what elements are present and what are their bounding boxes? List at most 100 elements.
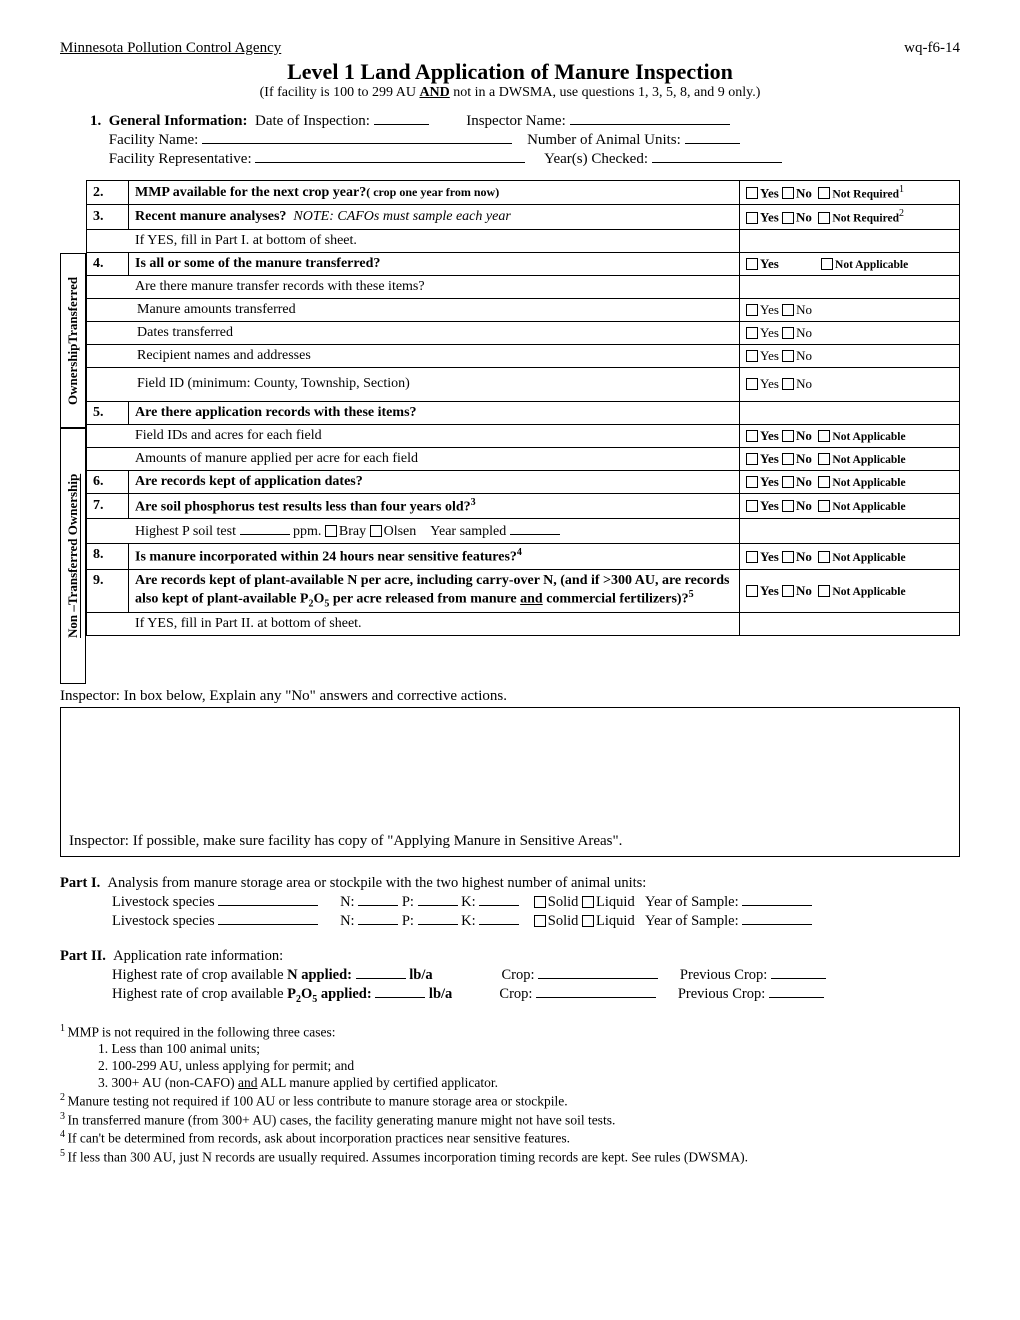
p1-species1: Livestock species: [112, 894, 215, 910]
q5b-na-cb[interactable]: [818, 453, 830, 465]
q7a-olsen: Olsen: [384, 524, 417, 539]
part1-label: Part I.: [60, 875, 100, 891]
p1-p1-f[interactable]: [418, 892, 458, 906]
q3-nr: Not Required: [832, 213, 899, 225]
fn3: In transferred manure (from 300+ AU) cas…: [68, 1112, 616, 1127]
fn1: MMP is not required in the following thr…: [68, 1024, 336, 1039]
q5b-yes-cb[interactable]: [746, 453, 758, 465]
q3-num: 3.: [87, 205, 129, 229]
q4c-yes-cb[interactable]: [746, 327, 758, 339]
q7-sup: 3: [471, 497, 476, 508]
fn1-sup: 1: [60, 1023, 68, 1034]
q6-na-cb[interactable]: [818, 476, 830, 488]
q3-no-cb[interactable]: [782, 212, 794, 224]
q9-na: Not Applicable: [832, 586, 905, 598]
q7a-pfield[interactable]: [240, 522, 290, 535]
q5b-no: No: [796, 451, 812, 466]
p1-solid1-cb[interactable]: [534, 896, 546, 908]
q4b-yes-cb[interactable]: [746, 304, 758, 316]
p2-crop2-f[interactable]: [536, 984, 656, 998]
au-field[interactable]: [685, 130, 740, 144]
p1-k2-f[interactable]: [479, 911, 519, 925]
p1-p1: P:: [402, 894, 414, 910]
q8-na-cb[interactable]: [818, 551, 830, 563]
p1-yos1-f[interactable]: [742, 892, 812, 906]
row-q6: 6.Are records kept of application dates?…: [87, 470, 960, 493]
q3-text: Recent manure analyses?: [135, 209, 286, 224]
facility-field[interactable]: [202, 130, 512, 144]
q4b-no-cb[interactable]: [782, 304, 794, 316]
q5a-no-cb[interactable]: [782, 430, 794, 442]
row-q4e: Field ID (minimum: County, Township, Sec…: [87, 367, 960, 401]
q3-yes-cb[interactable]: [746, 212, 758, 224]
q9-yes-cb[interactable]: [746, 585, 758, 597]
p1-solid2-cb[interactable]: [534, 915, 546, 927]
rep-label: Facility Representative:: [109, 151, 252, 167]
q7a-bray: Bray: [339, 524, 366, 539]
page-title: Level 1 Land Application of Manure Inspe…: [60, 59, 960, 85]
q2-no-cb[interactable]: [782, 187, 794, 199]
q8-no-cb[interactable]: [782, 551, 794, 563]
q7-yes-cb[interactable]: [746, 500, 758, 512]
q3-sup: 2: [899, 208, 904, 219]
rep-field[interactable]: [255, 149, 525, 163]
q9-na-cb[interactable]: [818, 585, 830, 597]
date-field[interactable]: [374, 111, 429, 125]
q8-yes-cb[interactable]: [746, 551, 758, 563]
q5a-no: No: [796, 428, 812, 443]
q4e-yes-cb[interactable]: [746, 378, 758, 390]
q4d-no-cb[interactable]: [782, 350, 794, 362]
p1-p2-f[interactable]: [418, 911, 458, 925]
q7-na-cb[interactable]: [818, 500, 830, 512]
subtitle: (If facility is 100 to 299 AU AND not in…: [60, 85, 960, 101]
p1-yos2-f[interactable]: [742, 911, 812, 925]
q4-yes-cb[interactable]: [746, 258, 758, 270]
q2-paren: ( crop one year from now): [366, 185, 499, 199]
subtitle-and: AND: [419, 85, 449, 100]
q7a-bray-cb[interactable]: [325, 525, 337, 537]
q4e-no: No: [796, 376, 812, 391]
q4e-no-cb[interactable]: [782, 378, 794, 390]
q4c-no: No: [796, 325, 812, 340]
q9-no-cb[interactable]: [782, 585, 794, 597]
p2-n-f[interactable]: [356, 966, 406, 979]
q7a-ysfield[interactable]: [510, 522, 560, 535]
p2-crop1-f[interactable]: [538, 965, 658, 979]
q4d-yes-cb[interactable]: [746, 350, 758, 362]
inspector-field[interactable]: [570, 111, 730, 125]
q4e-text: Field ID (minimum: County, Township, Sec…: [87, 367, 740, 401]
q8-text: Is manure incorporated within 24 hours n…: [135, 550, 517, 565]
date-label: Date of Inspection:: [255, 113, 370, 129]
row-q5b: Amounts of manure applied per acre for e…: [87, 447, 960, 470]
q7a-olsen-cb[interactable]: [370, 525, 382, 537]
q7-no-cb[interactable]: [782, 500, 794, 512]
q3-nr-cb[interactable]: [818, 212, 830, 224]
q2-nr-cb[interactable]: [818, 187, 830, 199]
q5b-yes: Yes: [760, 451, 779, 466]
q5a-yes-cb[interactable]: [746, 430, 758, 442]
p2-prev1-f[interactable]: [771, 965, 826, 979]
q4e-yes: Yes: [760, 376, 779, 391]
q7-na: Not Applicable: [832, 501, 905, 513]
q4c-no-cb[interactable]: [782, 327, 794, 339]
p1-n1-f[interactable]: [358, 892, 398, 906]
p1-liquid2-cb[interactable]: [582, 915, 594, 927]
fn4-sup: 4: [60, 1129, 68, 1140]
q6-yes-cb[interactable]: [746, 476, 758, 488]
q5a-na-cb[interactable]: [818, 430, 830, 442]
q5b-no-cb[interactable]: [782, 453, 794, 465]
years-field[interactable]: [652, 149, 782, 163]
q4-na-cb[interactable]: [821, 258, 833, 270]
p1-species1-f[interactable]: [218, 892, 318, 906]
p1-liquid1-cb[interactable]: [582, 896, 594, 908]
p1-species2-f[interactable]: [218, 911, 318, 925]
p2-p-f[interactable]: [375, 985, 425, 998]
p2-crop2: Crop:: [499, 986, 532, 1002]
p1-k1-f[interactable]: [479, 892, 519, 906]
explain-box[interactable]: Inspector: If possible, make sure facili…: [60, 707, 960, 857]
p2-prev2-f[interactable]: [769, 984, 824, 998]
gen-label: General Information:: [109, 113, 248, 129]
p1-n2-f[interactable]: [358, 911, 398, 925]
q6-no-cb[interactable]: [782, 476, 794, 488]
q2-yes-cb[interactable]: [746, 187, 758, 199]
